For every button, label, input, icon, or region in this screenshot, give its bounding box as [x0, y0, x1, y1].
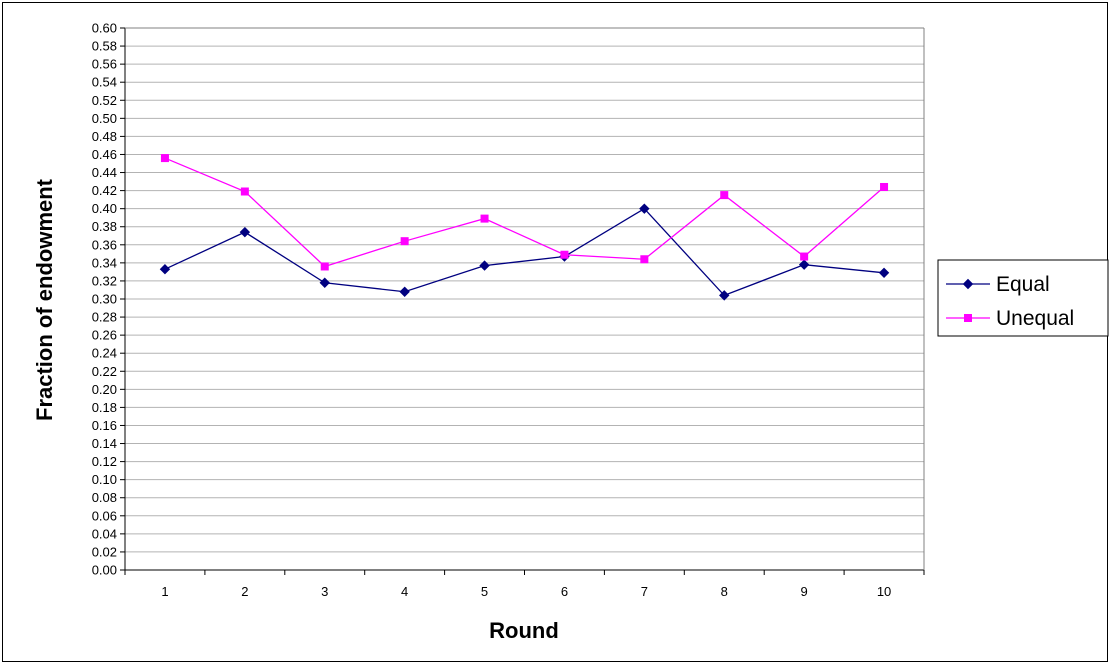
data-point-unequal — [320, 262, 329, 271]
y-axis-title: Fraction of endowment — [32, 178, 57, 421]
x-tick-label: 3 — [321, 584, 328, 599]
y-tick-label: 0.28 — [92, 310, 117, 325]
x-axis-title: Round — [489, 618, 559, 643]
y-tick-label: 0.58 — [92, 39, 117, 54]
data-point-equal — [639, 203, 650, 214]
y-axis-ticks: 0.00 0.02 0.04 0.06 0.08 0.10 0.12 0.14 0.16 0.18… — [92, 21, 125, 578]
y-tick-label: 0.52 — [92, 93, 117, 108]
y-tick-label: 0.10 — [92, 472, 117, 487]
legend-label: Equal — [996, 273, 1050, 296]
x-tick-label: 4 — [401, 584, 408, 599]
y-tick-label: 0.42 — [92, 183, 117, 198]
legend-item-equal: Equal — [946, 273, 1050, 296]
y-tick-label: 0.18 — [92, 400, 117, 415]
data-point-unequal — [640, 255, 649, 264]
data-point-equal — [239, 226, 251, 238]
series-layer — [159, 154, 890, 301]
data-point-unequal — [400, 237, 409, 246]
series-line-unequal — [164, 157, 885, 268]
y-tick-label: 0.48 — [92, 129, 117, 144]
legend-marker — [962, 278, 974, 290]
y-tick-label: 0.54 — [92, 75, 117, 90]
data-point-equal — [399, 286, 410, 297]
data-point-equal — [479, 260, 490, 271]
data-point-equal — [319, 277, 330, 288]
y-tick-label: 0.34 — [92, 255, 117, 270]
x-tick-label: 8 — [721, 584, 728, 599]
y-tick-label: 0.14 — [92, 436, 117, 451]
y-tick-label: 0.16 — [92, 418, 117, 433]
y-tick-label: 0.36 — [92, 237, 117, 252]
y-tick-label: 0.06 — [92, 508, 117, 523]
data-point-equal — [798, 259, 810, 270]
y-tick-label: 0.02 — [92, 544, 117, 559]
x-tick-label: 5 — [481, 584, 488, 599]
x-tick-label: 7 — [641, 584, 648, 599]
y-tick-label: 0.24 — [92, 346, 117, 361]
x-tick-label: 6 — [561, 584, 568, 599]
x-axis-ticks: 1 2 3 4 5 6 7 8 9 10 — [124, 570, 925, 599]
gridlines — [125, 27, 924, 553]
y-tick-label: 0.04 — [92, 526, 117, 541]
legend-item-unequal: Unequal — [946, 307, 1074, 330]
legend-marker — [964, 314, 972, 322]
y-tick-label: 0.08 — [92, 490, 117, 505]
data-point-unequal — [560, 250, 569, 259]
y-tick-label: 0.30 — [92, 292, 117, 307]
y-tick-label: 0.22 — [92, 364, 117, 379]
x-tick-label: 2 — [241, 584, 248, 599]
series-unequal — [160, 154, 889, 271]
x-tick-label: 10 — [877, 584, 891, 599]
y-tick-label: 0.20 — [92, 382, 117, 397]
legend-label: Unequal — [996, 307, 1074, 330]
y-tick-label: 0.56 — [92, 57, 117, 72]
data-point-unequal — [160, 154, 169, 163]
data-point-unequal — [480, 214, 489, 223]
x-tick-label: 1 — [161, 584, 168, 599]
legend: Equal Unequal — [937, 259, 1109, 337]
y-tick-label: 0.60 — [92, 21, 117, 36]
y-tick-label: 0.50 — [92, 111, 117, 126]
series-line-equal — [164, 207, 885, 297]
data-point-equal — [719, 290, 730, 301]
y-tick-label: 0.00 — [92, 563, 117, 578]
y-tick-label: 0.12 — [92, 454, 117, 469]
y-tick-label: 0.44 — [92, 165, 117, 180]
data-point-unequal — [240, 187, 249, 196]
y-tick-label: 0.40 — [92, 201, 117, 216]
y-tick-label: 0.32 — [92, 273, 117, 288]
y-tick-label: 0.26 — [92, 328, 117, 343]
legend-box — [937, 259, 1109, 337]
y-tick-label: 0.38 — [92, 219, 117, 234]
x-tick-label: 9 — [801, 584, 808, 599]
y-tick-label: 0.46 — [92, 147, 117, 162]
series-equal — [159, 203, 890, 301]
data-point-unequal — [800, 252, 809, 261]
data-point-equal — [878, 267, 890, 279]
data-point-unequal — [880, 182, 889, 191]
data-point-unequal — [720, 191, 729, 200]
data-point-equal — [159, 263, 171, 275]
